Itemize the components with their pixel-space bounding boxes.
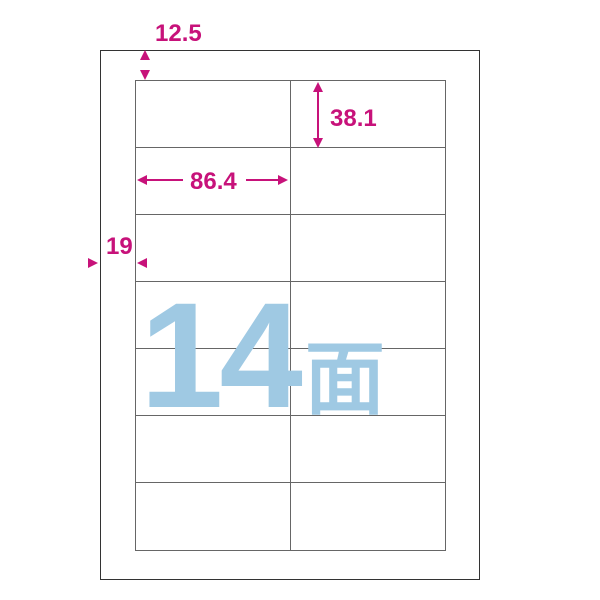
- dim-line: [246, 179, 278, 181]
- label-cell: [290, 147, 446, 215]
- sheet-count-number: 14: [140, 280, 299, 430]
- sheet-count-title: 14 面: [140, 280, 381, 430]
- dim-top-margin-label: 12.5: [155, 20, 202, 48]
- label-cell: [135, 482, 291, 550]
- dim-line: [147, 179, 183, 181]
- label-cell: [290, 482, 446, 550]
- arrow-up-icon: [140, 70, 150, 80]
- dim-label-width-label: 86.4: [190, 168, 237, 196]
- label-cell: [290, 214, 446, 282]
- sheet-count-suffix: 面: [305, 340, 381, 420]
- arrow-up-icon: [313, 82, 323, 92]
- arrow-down-icon: [140, 50, 150, 60]
- arrow-down-icon: [313, 138, 323, 148]
- arrow-left-icon: [137, 258, 147, 268]
- arrow-right-icon: [278, 175, 288, 185]
- dim-left-margin-label: 19: [106, 233, 133, 261]
- label-cell: [135, 80, 291, 148]
- arrow-right-icon: [88, 258, 98, 268]
- arrow-left-icon: [137, 175, 147, 185]
- dim-label-height-label: 38.1: [330, 105, 377, 133]
- dim-line: [317, 92, 319, 139]
